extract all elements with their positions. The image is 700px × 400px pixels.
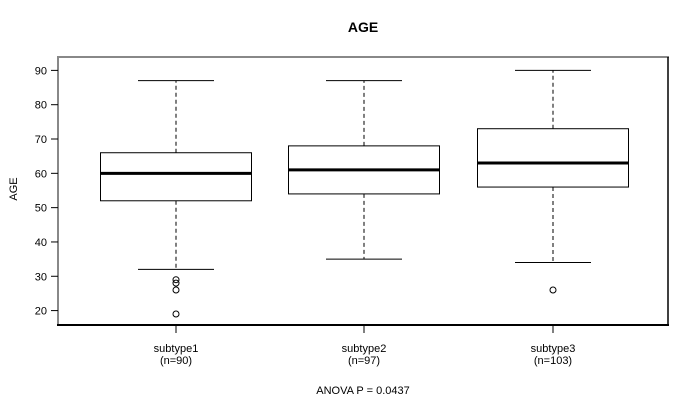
y-tick-label: 30 [35,271,47,283]
chart-title: AGE [347,19,379,35]
x-tick-label-subtype1: subtype1 [154,343,199,355]
y-tick-label: 60 [35,168,47,180]
x-tick-n-label-subtype3: (n=103) [534,355,572,367]
y-tick-label: 40 [35,237,47,249]
y-tick-label: 20 [35,306,47,318]
outlier-subtype1 [172,286,180,294]
anova-annotation: ANOVA P = 0.0437 [316,385,410,397]
outlier-subtype1 [172,279,180,287]
y-tick-label: 80 [35,100,47,112]
x-tick-n-label-subtype2: (n=97) [348,355,380,367]
box-subtype1 [100,152,252,202]
outlier-subtype1 [172,276,180,284]
x-tick-label-subtype2: subtype2 [342,343,387,355]
y-tick-label: 70 [35,134,47,146]
x-tick-n-label-subtype1: (n=90) [160,355,192,367]
x-tick-label-subtype3: subtype3 [531,343,576,355]
y-tick-label: 50 [35,203,47,215]
outlier-subtype1 [172,310,180,318]
y-tick-label: 90 [35,65,47,77]
outlier-subtype3 [549,286,557,294]
box-subtype3 [477,128,629,188]
